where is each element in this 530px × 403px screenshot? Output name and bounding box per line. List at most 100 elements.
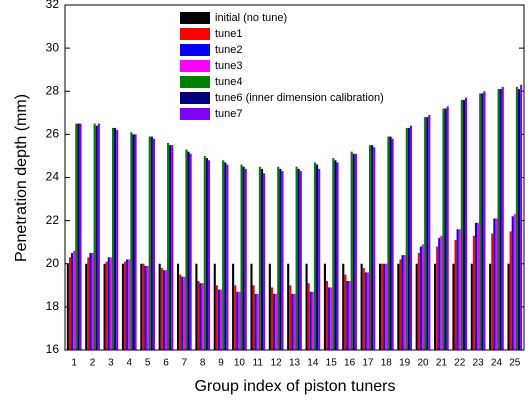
bar [368, 145, 372, 350]
y-axis-title: Penetration depth (mm) [13, 94, 30, 262]
bar [436, 246, 439, 350]
bar [242, 166, 245, 350]
bar [97, 123, 100, 350]
bar [309, 291, 312, 350]
bar [328, 287, 331, 350]
bar [73, 250, 76, 350]
bar [162, 270, 165, 350]
legend-label: tune4 [215, 76, 243, 88]
legend-label: initial (no tune) [215, 12, 287, 24]
legend-swatch [180, 108, 210, 120]
bar [152, 138, 155, 350]
bar [236, 291, 239, 350]
legend-label: tune6 (inner dimension calibration) [215, 92, 384, 104]
bar [254, 293, 257, 350]
y-tick-label: 22 [46, 213, 60, 227]
bar [481, 93, 484, 350]
bar [116, 130, 119, 350]
bar [287, 263, 290, 350]
bar [316, 164, 319, 350]
x-tick-label: 14 [307, 358, 319, 369]
bar [146, 265, 149, 350]
bar [378, 263, 382, 350]
x-tick-label: 19 [399, 358, 411, 369]
bar [277, 166, 280, 350]
bar [299, 171, 302, 350]
x-tick-label: 25 [509, 358, 521, 369]
bar [464, 97, 468, 350]
bar [305, 263, 308, 350]
bar [350, 151, 353, 350]
bar [472, 235, 475, 350]
bar [342, 263, 345, 350]
bar [169, 145, 172, 350]
bar [167, 143, 170, 350]
bar [295, 166, 298, 350]
bar [134, 134, 137, 350]
y-tick-label: 28 [46, 83, 60, 97]
bar [66, 263, 69, 350]
bar [336, 162, 339, 350]
bar [511, 216, 514, 350]
bar [483, 91, 486, 350]
bar [268, 263, 271, 350]
bar [348, 281, 351, 350]
bar [111, 127, 115, 350]
bar [144, 265, 147, 350]
bar [401, 255, 404, 350]
bar [289, 285, 292, 350]
bar [114, 127, 117, 350]
bar [132, 134, 135, 350]
bar [332, 158, 335, 350]
bar [71, 252, 74, 350]
bar [199, 283, 202, 350]
x-tick-label: 5 [145, 358, 151, 369]
bar [124, 261, 127, 350]
bar [495, 218, 498, 350]
bar [171, 145, 174, 350]
bar [126, 259, 129, 350]
bar [397, 263, 400, 350]
bar [330, 287, 333, 350]
bar [185, 149, 188, 350]
bar [205, 158, 208, 350]
bar [517, 89, 521, 350]
bar [389, 136, 392, 350]
x-tick-label: 24 [491, 358, 503, 369]
bar [107, 257, 110, 350]
bar [385, 263, 388, 350]
bar [293, 293, 296, 350]
bar [424, 117, 427, 350]
bar [446, 106, 449, 350]
bar [409, 125, 413, 350]
y-tick-label: 26 [46, 127, 60, 141]
bar [307, 283, 310, 350]
bar [499, 89, 502, 350]
bar [130, 132, 133, 350]
bar [189, 153, 192, 350]
bar [456, 229, 459, 350]
x-tick-label: 15 [326, 358, 338, 369]
bar [197, 281, 200, 350]
bar [142, 263, 145, 350]
bar [458, 229, 461, 350]
bar [470, 263, 473, 350]
legend-swatch [180, 12, 210, 24]
bar [362, 268, 365, 350]
bar [226, 164, 229, 350]
x-tick-label: 22 [454, 358, 466, 369]
bar [391, 138, 394, 350]
bar [352, 153, 355, 350]
bar [148, 136, 151, 350]
bar [250, 263, 253, 350]
bar [158, 263, 161, 350]
bar [263, 173, 266, 350]
bar [318, 168, 321, 350]
bar [421, 244, 425, 350]
bar [256, 293, 259, 350]
y-tick-label: 16 [46, 342, 60, 356]
x-tick-label: 7 [182, 358, 188, 369]
bar [366, 272, 369, 350]
